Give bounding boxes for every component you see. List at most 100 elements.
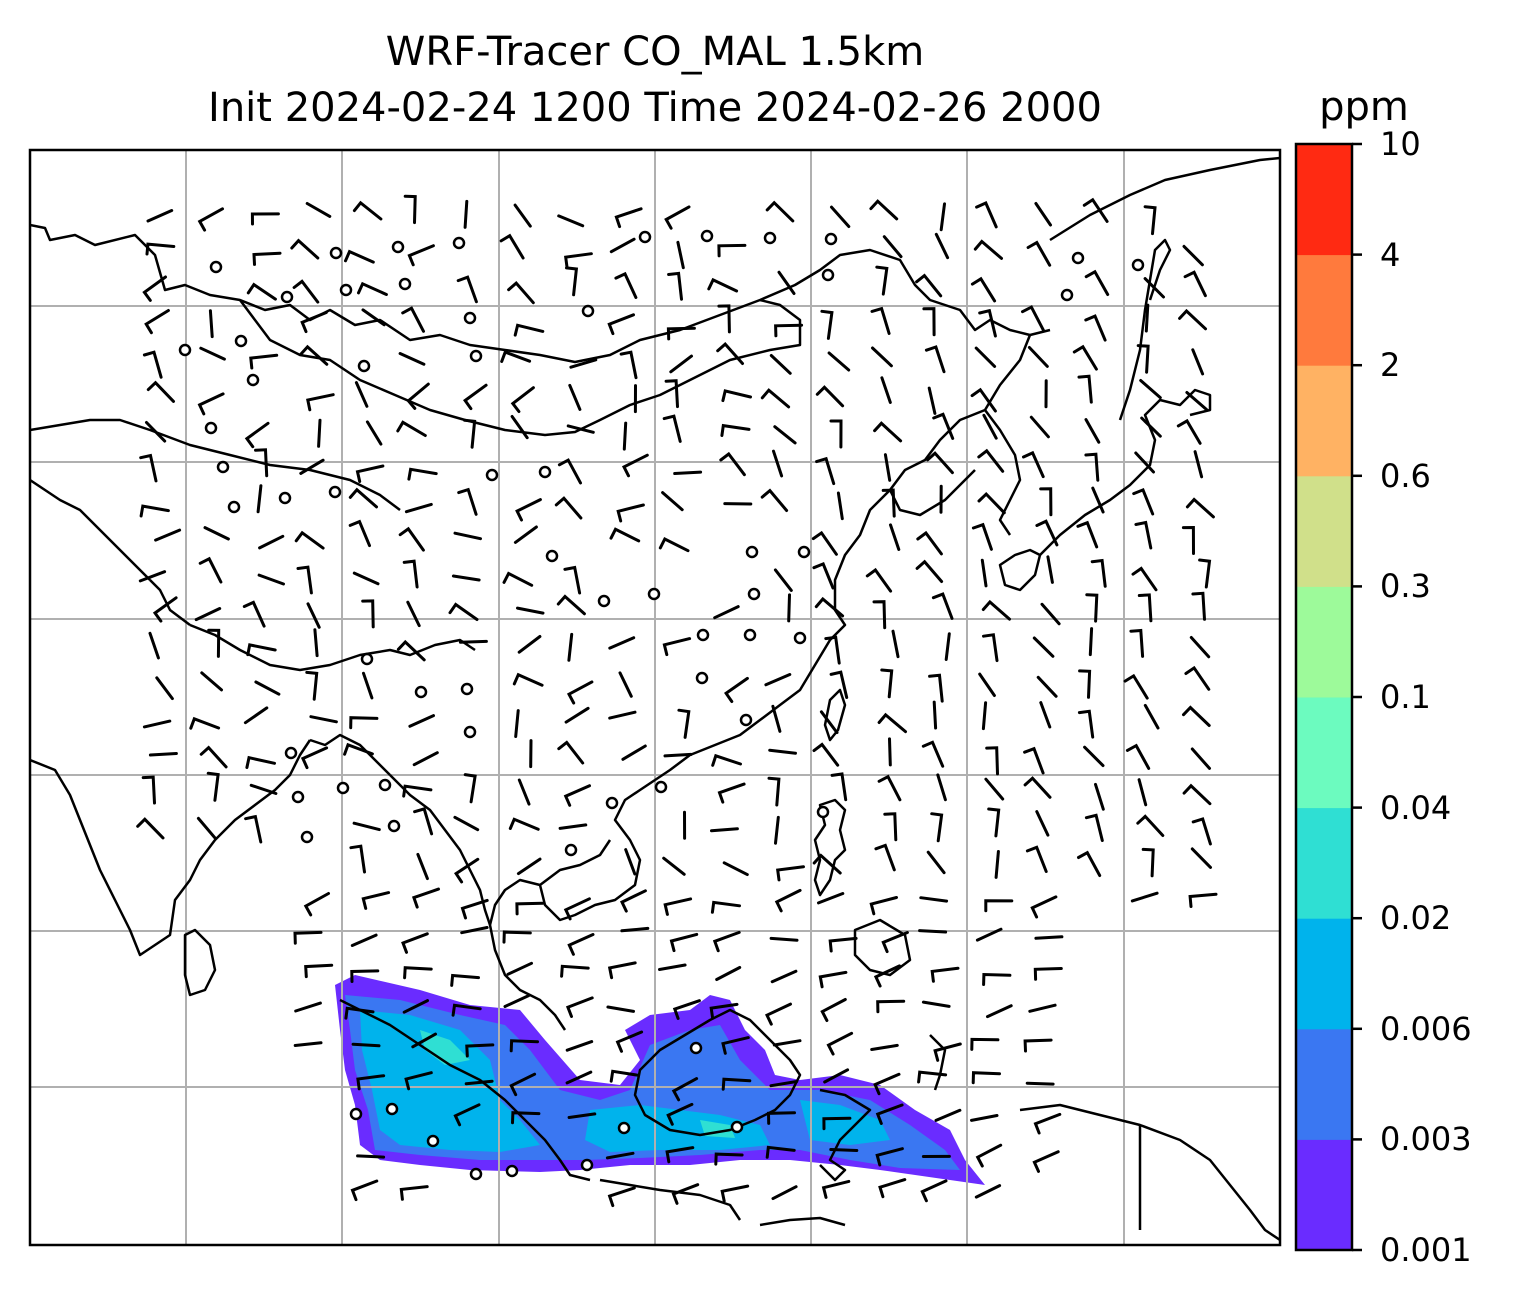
wind-barb [451,1003,482,1017]
colorbar [1294,142,1362,1252]
wind-barb [463,418,477,449]
colorbar-tick-label: 10 [1380,125,1421,163]
wind-barb [622,421,628,451]
calm-marker [469,1167,483,1181]
calm-marker [414,685,428,699]
wind-barb [245,755,276,769]
wind-barb [244,421,270,449]
wind-barb [453,531,482,541]
wind-barb [977,491,1006,515]
calm-marker [763,231,777,245]
wind-barb [344,1006,375,1020]
wind-barb [915,273,943,298]
wind-barb [1033,1112,1062,1135]
wind-barb [146,380,175,403]
wind-barb [138,570,167,583]
wind-barb [403,966,433,980]
wind-barb [624,848,637,876]
wind-barb [450,973,480,987]
colorbar-tick-label: 0.001 [1380,1231,1472,1269]
wind-barb [1046,555,1054,584]
wind-barb [881,931,909,954]
wind-barb [615,1030,644,1053]
wind-barb [771,704,782,733]
calm-marker [821,268,835,282]
wind-barb [917,1070,948,1084]
wind-barb [203,526,230,541]
wind-barb [821,1179,851,1199]
wind-barb [258,534,285,550]
wind-barb [399,1185,429,1201]
plume-region-peak [420,1030,470,1065]
wind-barb [919,896,949,903]
calm-marker [696,628,710,642]
colorbar-tick-label: 0.6 [1380,456,1431,495]
wind-barb [666,326,696,341]
wind-barb [246,282,277,301]
wind-barb [974,346,997,368]
wind-barb [830,205,851,228]
calm-marker [485,468,499,482]
wind-barb [1084,418,1101,444]
map-title-line1: WRF-Tracer CO_MAL 1.5km [385,29,925,75]
wind-barb [349,844,366,874]
wind-barb [1132,487,1155,516]
wind-barb [614,271,638,299]
wind-barb [1077,850,1102,877]
colorbar-tick-label: 0.02 [1380,899,1452,938]
calm-marker [605,796,619,810]
wind-barb [874,843,896,872]
myanmar-coast [389,774,492,926]
wind-barb [663,897,693,916]
wind-barb [148,752,178,757]
wind-barb [974,1184,1002,1199]
halmahera [929,1034,947,1091]
wind-barb [305,202,332,218]
wind-barb [401,932,429,954]
calm-marker [505,1164,519,1178]
wind-barb [1139,379,1162,400]
wind-barb [978,672,996,697]
wind-barb [870,1043,899,1051]
wind-barb [1025,845,1048,873]
wind-barb [1021,305,1045,332]
wind-barb [607,1186,636,1208]
wind-barb [411,1032,437,1049]
wind-barb [565,996,594,1018]
calm-marker [209,260,223,274]
wind-barb [361,308,386,327]
wind-barb [608,636,636,650]
wind-barb [513,203,532,228]
wind-barb [1040,602,1061,626]
wind-barb [249,783,278,795]
wind-barb [567,1112,597,1119]
wind-barb [977,448,1005,473]
wind-barb [621,453,649,478]
plume-region-core-east [800,1100,890,1145]
wind-barb [510,386,535,413]
wind-barb [772,1039,802,1047]
wind-barb [1191,817,1212,846]
wind-barb [1137,778,1148,807]
colorbar-tick-label: 0.04 [1380,788,1452,827]
wind-barb [252,251,282,266]
wind-barb [1190,747,1211,770]
wind-barb [712,930,741,953]
wind-barb [208,309,214,339]
wind-barb [1198,558,1212,589]
calm-marker [700,229,714,243]
wind-barb [563,784,591,807]
wind-barb [714,1152,744,1166]
wind-barb [717,304,731,334]
calm-marker [329,246,343,260]
wind-barb [619,350,638,380]
wind-barb [513,525,538,544]
wind-barb [554,496,583,520]
wind-barb [408,714,435,728]
wind-barb [770,969,798,984]
wind-barb [566,680,594,705]
calm-marker [339,283,353,297]
wind-barb [1035,810,1050,837]
wind-barb [1084,314,1107,342]
japan-kyushu [998,548,1042,592]
